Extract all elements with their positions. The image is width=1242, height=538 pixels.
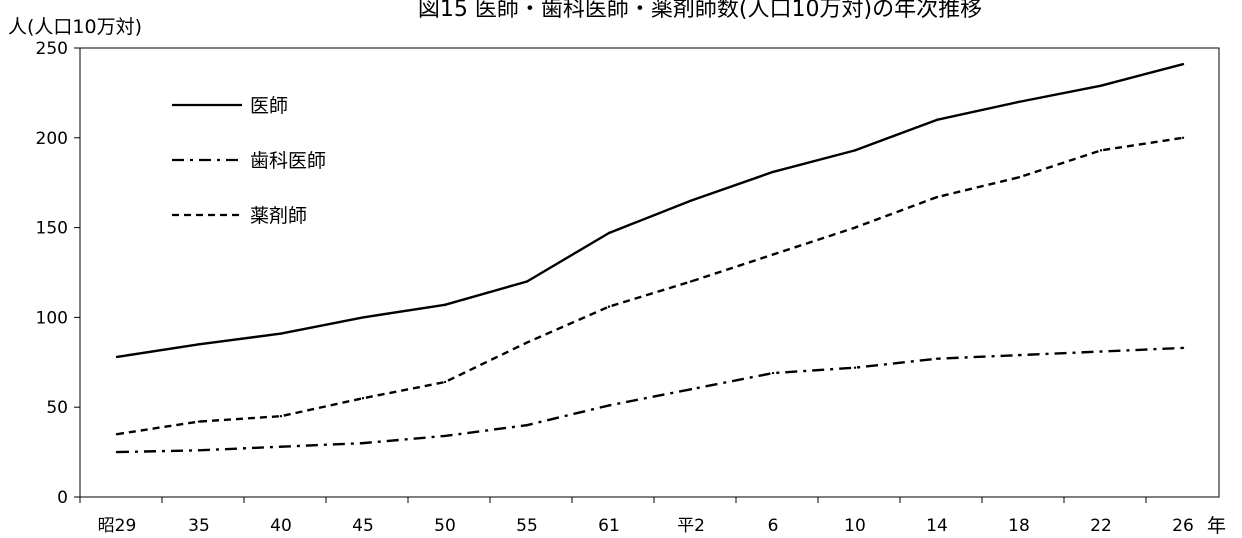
series-line-2 — [116, 346, 1184, 454]
data-point — [197, 420, 201, 423]
series-line-1 — [116, 63, 1184, 359]
x-tick-label: 22 — [1090, 516, 1112, 536]
data-point — [279, 332, 283, 335]
data-point — [607, 305, 611, 308]
data-point — [935, 195, 939, 199]
x-tick-label: 10 — [844, 516, 866, 536]
y-tick-label: 200 — [36, 129, 68, 149]
x-tick-label: 50 — [434, 516, 456, 536]
legend-label: 薬剤師 — [250, 205, 307, 227]
chart-title: 図15 医師・歯科医師・薬剤師数(人口10万対)の年次推移 — [418, 0, 982, 22]
data-point — [525, 423, 529, 427]
data-point — [1099, 149, 1103, 152]
data-point — [525, 341, 529, 344]
data-point — [115, 432, 119, 436]
data-point — [935, 118, 939, 122]
data-point — [607, 231, 611, 235]
x-tick-label: 平2 — [677, 516, 705, 536]
series-line-3 — [116, 136, 1184, 436]
x-tick-label: 45 — [352, 516, 374, 536]
x-axis-ticks: 昭29 35 40 45 50 55 61 平2 6 10 14 18 22 26 — [79, 497, 1194, 536]
data-point — [689, 280, 693, 283]
data-point — [1017, 176, 1021, 179]
data-point — [443, 434, 447, 438]
data-point — [1017, 100, 1021, 104]
y-axis-ticks: 0 50 100 150 200 250 — [36, 39, 80, 508]
x-tick-label: 26 — [1172, 516, 1194, 536]
data-point — [1017, 353, 1021, 357]
data-point — [1099, 350, 1103, 353]
x-tick-label: 55 — [516, 516, 538, 536]
y-tick-label: 0 — [57, 488, 68, 508]
data-point — [1181, 346, 1185, 350]
data-point — [115, 450, 119, 454]
data-point — [361, 316, 365, 319]
data-point — [771, 253, 775, 256]
data-point — [279, 445, 283, 448]
data-point — [197, 343, 201, 346]
x-tick-label: 14 — [926, 516, 948, 536]
x-tick-label: 61 — [598, 516, 620, 536]
data-point — [853, 149, 857, 152]
data-point — [361, 441, 365, 445]
data-point — [279, 414, 283, 418]
y-axis-unit-label: 人(人口10万対) — [8, 16, 142, 38]
data-point — [935, 357, 939, 360]
y-tick-label: 50 — [46, 398, 68, 418]
y-tick-label: 150 — [36, 219, 68, 239]
data-point — [361, 397, 365, 400]
data-point — [853, 366, 857, 369]
data-point — [197, 449, 201, 452]
data-point — [771, 371, 775, 375]
data-point — [689, 388, 693, 391]
y-tick-label: 100 — [36, 308, 68, 328]
plot-frame — [79, 47, 1220, 498]
data-point — [525, 280, 529, 283]
legend-label: 歯科医師 — [250, 150, 326, 172]
data-point — [1181, 62, 1185, 66]
x-tick-label: 35 — [188, 516, 210, 536]
legend-label: 医師 — [250, 95, 288, 117]
data-point — [1181, 136, 1185, 139]
x-tick-label: 40 — [270, 516, 292, 536]
data-point — [1099, 84, 1103, 87]
data-point — [607, 404, 611, 407]
data-point — [115, 355, 119, 359]
x-tick-label: 6 — [768, 516, 779, 536]
x-tick-label: 昭29 — [98, 516, 137, 536]
data-point — [853, 226, 857, 229]
series-lines — [115, 62, 1185, 454]
data-point — [689, 199, 693, 202]
x-axis-unit-label: 年 — [1207, 515, 1226, 537]
data-point — [443, 380, 447, 384]
y-tick-label: 250 — [36, 39, 68, 59]
data-point — [443, 303, 447, 307]
data-point — [771, 170, 775, 174]
x-tick-label: 18 — [1008, 516, 1030, 536]
